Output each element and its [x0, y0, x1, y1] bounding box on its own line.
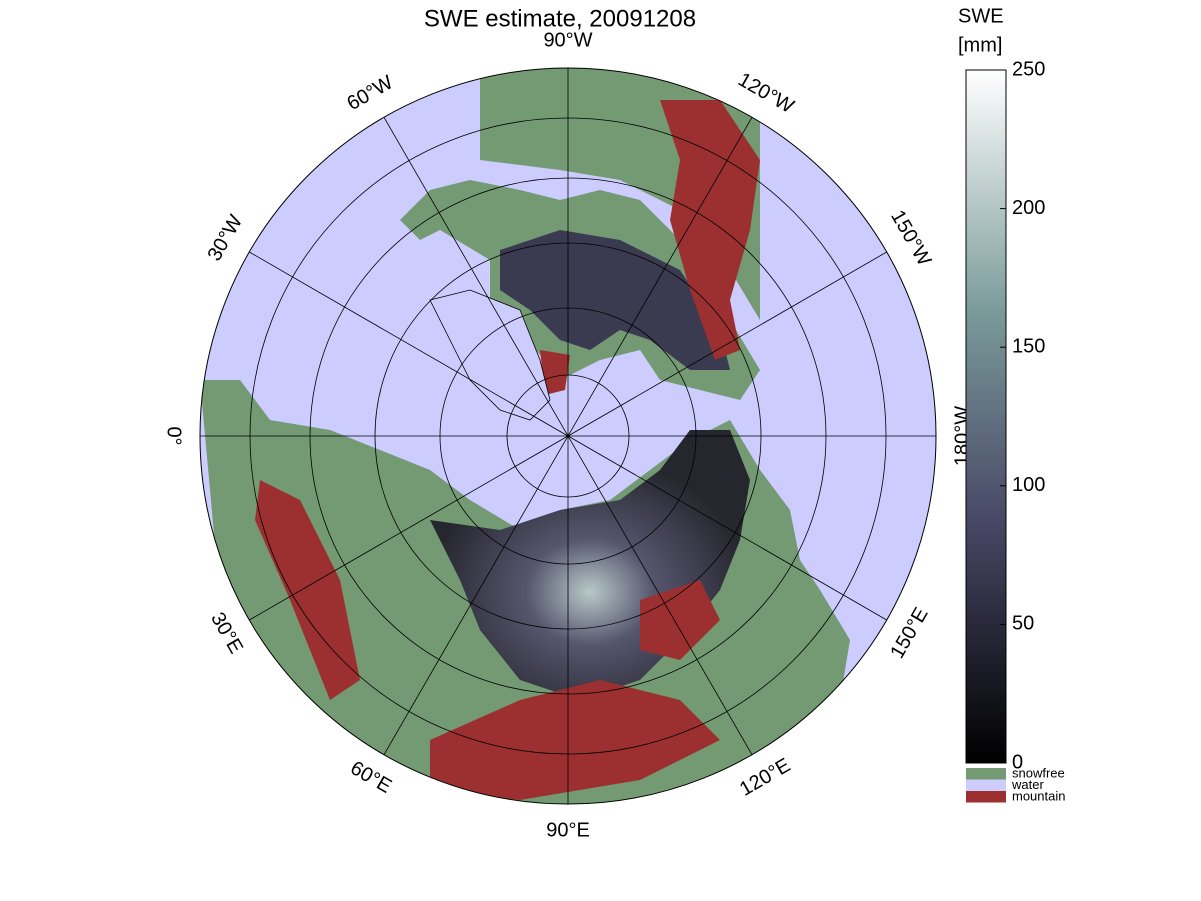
colorbar-tick-label: 200 — [1012, 197, 1045, 219]
longitude-label: 120°E — [736, 754, 794, 800]
legend-swatch — [966, 768, 1006, 780]
map-border — [199, 67, 937, 805]
legend-swatch — [966, 791, 1006, 803]
graticule — [200, 68, 936, 804]
title: SWE estimate, 20091208 — [424, 5, 696, 32]
longitude-label: 90°E — [546, 819, 590, 841]
snow-america — [500, 230, 730, 370]
longitude-label: 120°W — [734, 69, 797, 118]
colorbar-tick-label: 150 — [1012, 335, 1045, 357]
map — [200, 68, 936, 804]
colorbar-label: SWE — [958, 5, 1004, 27]
legend-label: mountain — [1012, 788, 1065, 803]
mountain-areas — [255, 100, 760, 800]
colorbar-tick-label: 50 — [1012, 613, 1034, 635]
longitude-label: 60°W — [343, 71, 397, 115]
legend-label: snowfree — [1012, 765, 1065, 780]
greenland — [429, 289, 551, 421]
longitude-label: 30°E — [206, 609, 247, 658]
longitude-label: 90°W — [543, 29, 592, 51]
longitude-label: 150°E — [886, 604, 932, 662]
longitude-label: 0° — [163, 426, 185, 445]
longitude-label: 30°W — [203, 211, 247, 265]
colorbar-tick-label: 100 — [1012, 474, 1045, 496]
colorbar — [965, 69, 1007, 764]
colorbar-ticks: 0 50 100 150 200 250 — [1000, 58, 1045, 773]
longitude-label: 60°E — [346, 757, 395, 798]
legend-label: water — [1011, 777, 1044, 792]
colorbar-tick-label: 0 — [1012, 751, 1023, 773]
legend-swatch — [966, 779, 1006, 791]
colorbar-tick-label: 250 — [1012, 58, 1045, 80]
colorbar-label: [mm] — [958, 34, 1002, 56]
longitude-label: 150°W — [886, 207, 935, 270]
meridian — [249, 251, 887, 621]
longitude-labels: 0°30°E60°E90°E120°E150°E180°W150°W120°W9… — [163, 29, 974, 841]
